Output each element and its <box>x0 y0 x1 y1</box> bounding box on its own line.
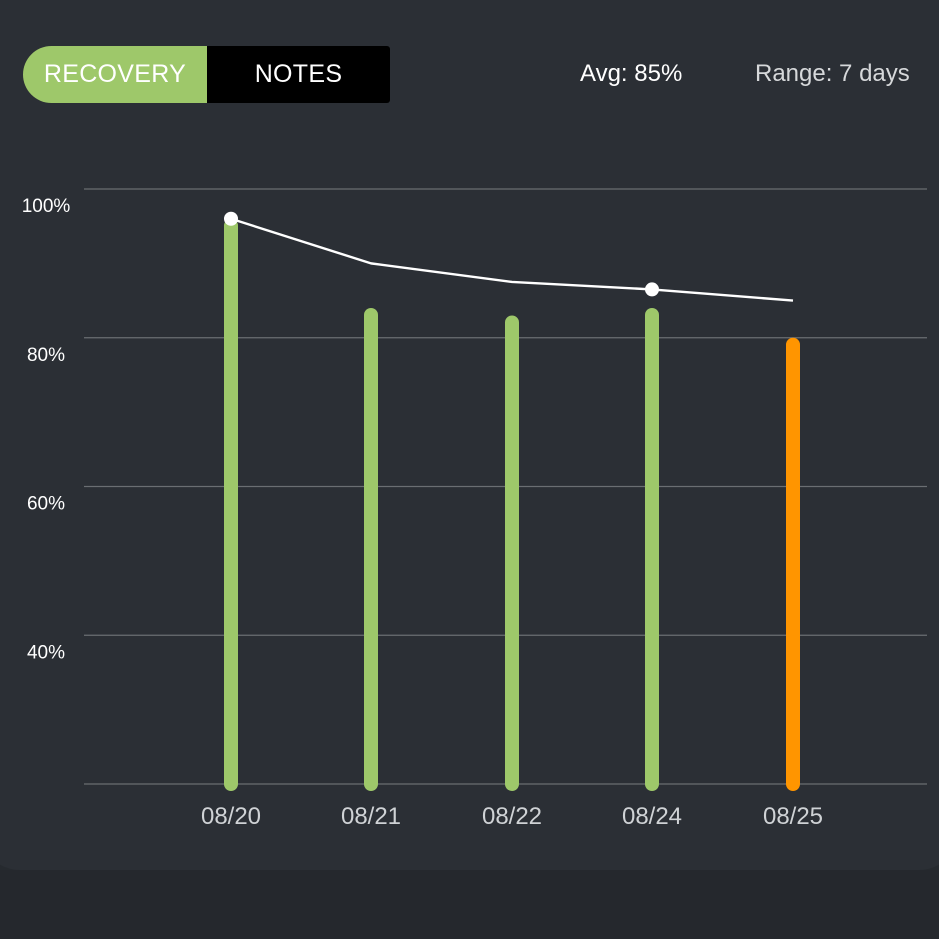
bar-base <box>505 776 519 784</box>
trend-point <box>645 282 659 297</box>
recovery-chart: 100% 80% 60% 40% 08/20 08/21 08/22 08/24 08/25 <box>22 188 927 830</box>
bar-base <box>364 776 378 784</box>
notes-tab[interactable]: NOTES <box>207 46 390 103</box>
x-tick-label: 08/24 <box>622 803 682 830</box>
bar-base <box>224 776 238 784</box>
x-tick-label: 08/22 <box>482 803 542 830</box>
y-tick-label: 80% <box>27 345 65 366</box>
range-label: Range: 7 days <box>755 60 910 87</box>
bottom-strip <box>0 870 939 939</box>
trend-point <box>224 211 238 226</box>
x-tick-label: 08/20 <box>201 803 261 830</box>
bar-base <box>786 776 800 784</box>
y-tick-label: 100% <box>22 196 71 217</box>
bar-base <box>645 776 659 784</box>
y-tick-label: 40% <box>27 642 65 663</box>
trend-line <box>230 217 794 302</box>
y-tick-label: 60% <box>27 494 65 515</box>
recovery-tab[interactable]: RECOVERY <box>23 46 207 103</box>
x-tick-label: 08/25 <box>763 803 823 830</box>
average-label: Avg: 85% <box>580 60 683 87</box>
view-toggle: RECOVERY NOTES <box>23 46 390 103</box>
chart-card <box>0 0 939 870</box>
x-tick-label: 08/21 <box>341 803 401 830</box>
